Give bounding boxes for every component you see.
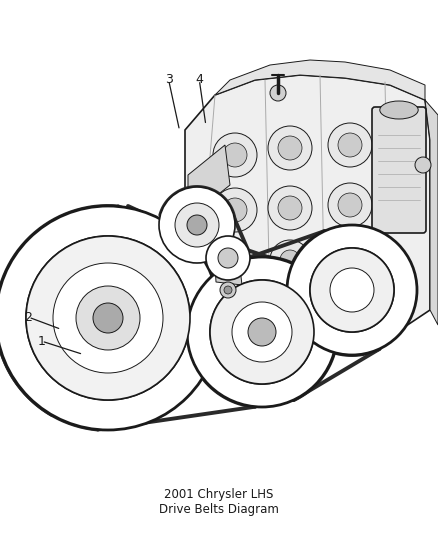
Circle shape [210, 280, 314, 384]
Circle shape [287, 225, 417, 355]
Circle shape [248, 318, 276, 346]
Polygon shape [215, 265, 242, 285]
Circle shape [310, 248, 394, 332]
Polygon shape [188, 145, 230, 205]
Circle shape [224, 286, 232, 294]
Circle shape [218, 248, 238, 268]
Circle shape [270, 240, 310, 280]
Circle shape [223, 198, 247, 222]
Circle shape [187, 215, 207, 235]
Circle shape [338, 193, 362, 217]
Circle shape [328, 123, 372, 167]
Circle shape [213, 133, 257, 177]
Circle shape [415, 157, 431, 173]
Text: 2: 2 [25, 311, 32, 324]
Circle shape [93, 303, 123, 333]
Circle shape [93, 303, 123, 333]
Circle shape [330, 268, 374, 312]
Circle shape [26, 236, 190, 400]
Polygon shape [215, 60, 425, 100]
Circle shape [280, 250, 300, 270]
Circle shape [26, 236, 190, 400]
FancyBboxPatch shape [372, 107, 426, 233]
Circle shape [223, 143, 247, 167]
Circle shape [206, 236, 250, 280]
Circle shape [220, 282, 236, 298]
Circle shape [248, 318, 276, 346]
Circle shape [187, 257, 337, 407]
Polygon shape [185, 75, 430, 335]
Text: 3: 3 [165, 74, 173, 86]
Circle shape [270, 85, 286, 101]
Circle shape [232, 302, 292, 362]
Text: 1: 1 [38, 335, 46, 348]
Circle shape [76, 286, 140, 350]
Circle shape [330, 268, 374, 312]
Circle shape [232, 302, 292, 362]
Circle shape [278, 196, 302, 220]
Circle shape [210, 280, 314, 384]
Circle shape [175, 203, 219, 247]
Circle shape [268, 186, 312, 230]
Text: 4: 4 [195, 74, 203, 86]
Circle shape [338, 133, 362, 157]
Polygon shape [425, 100, 438, 325]
Circle shape [310, 248, 394, 332]
Text: 2001 Chrysler LHS
Drive Belts Diagram: 2001 Chrysler LHS Drive Belts Diagram [159, 488, 279, 516]
Circle shape [213, 188, 257, 232]
Circle shape [278, 136, 302, 160]
Circle shape [328, 183, 372, 227]
Circle shape [268, 126, 312, 170]
Ellipse shape [380, 101, 418, 119]
Circle shape [53, 263, 163, 373]
Circle shape [76, 286, 140, 350]
Circle shape [0, 206, 220, 430]
Circle shape [53, 263, 163, 373]
Circle shape [159, 187, 235, 263]
